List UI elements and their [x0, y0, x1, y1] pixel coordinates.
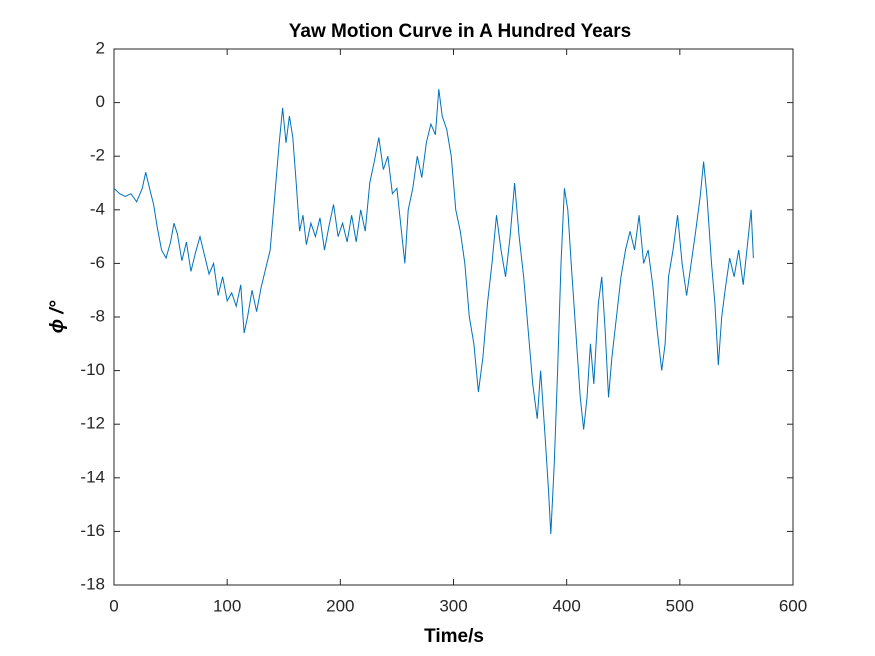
- y-tick-label: 0: [96, 92, 105, 111]
- y-tick-label: -8: [90, 306, 105, 325]
- y-tick-label: -12: [80, 414, 105, 433]
- x-tick-label: 500: [666, 596, 694, 615]
- y-tick-label: -4: [90, 199, 105, 218]
- x-tick-label: 0: [109, 596, 118, 615]
- data-line: [113, 89, 754, 535]
- y-tick-label: -10: [80, 360, 105, 379]
- y-tick-label: -6: [90, 253, 105, 272]
- y-tick-label: -14: [80, 467, 105, 486]
- chart-title: Yaw Motion Curve in A Hundred Years: [289, 21, 631, 42]
- y-tick-label: 2: [96, 38, 105, 57]
- x-tick-label: 600: [779, 596, 807, 615]
- x-tick-label: 200: [326, 596, 354, 615]
- x-axis-label: Time/s: [424, 626, 484, 647]
- y-axis-label: ϕ /°: [47, 300, 68, 333]
- x-tick-label: 400: [552, 596, 580, 615]
- x-tick-label: 300: [439, 596, 467, 615]
- y-tick-label: -16: [80, 521, 105, 540]
- y-tick-label: -18: [80, 574, 105, 593]
- plot-frame: [113, 48, 794, 586]
- x-tick-label: 100: [213, 596, 241, 615]
- y-tick-label: -2: [90, 146, 105, 165]
